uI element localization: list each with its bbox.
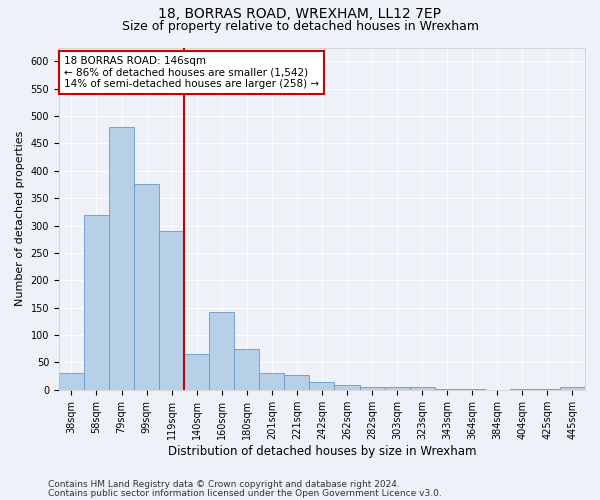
Bar xyxy=(359,387,385,390)
Bar xyxy=(410,387,434,390)
Text: Contains HM Land Registry data © Crown copyright and database right 2024.: Contains HM Land Registry data © Crown c… xyxy=(48,480,400,489)
Bar xyxy=(159,231,184,390)
Bar xyxy=(259,374,284,390)
Text: Contains public sector information licensed under the Open Government Licence v3: Contains public sector information licen… xyxy=(48,488,442,498)
Bar xyxy=(284,375,310,390)
Text: Size of property relative to detached houses in Wrexham: Size of property relative to detached ho… xyxy=(121,20,479,33)
Text: 18 BORRAS ROAD: 146sqm
← 86% of detached houses are smaller (1,542)
14% of semi-: 18 BORRAS ROAD: 146sqm ← 86% of detached… xyxy=(64,56,319,90)
Bar xyxy=(535,389,560,390)
Bar xyxy=(334,386,359,390)
Bar xyxy=(434,389,460,390)
Bar xyxy=(84,214,109,390)
Bar xyxy=(385,387,410,390)
Bar xyxy=(460,389,485,390)
Bar xyxy=(510,389,535,390)
Bar xyxy=(184,354,209,390)
Text: 18, BORRAS ROAD, WREXHAM, LL12 7EP: 18, BORRAS ROAD, WREXHAM, LL12 7EP xyxy=(158,8,442,22)
Bar xyxy=(134,184,159,390)
Bar xyxy=(109,127,134,390)
Bar xyxy=(59,374,84,390)
Bar xyxy=(234,349,259,390)
X-axis label: Distribution of detached houses by size in Wrexham: Distribution of detached houses by size … xyxy=(168,444,476,458)
Bar xyxy=(560,387,585,390)
Y-axis label: Number of detached properties: Number of detached properties xyxy=(15,131,25,306)
Bar xyxy=(209,312,234,390)
Bar xyxy=(310,382,334,390)
